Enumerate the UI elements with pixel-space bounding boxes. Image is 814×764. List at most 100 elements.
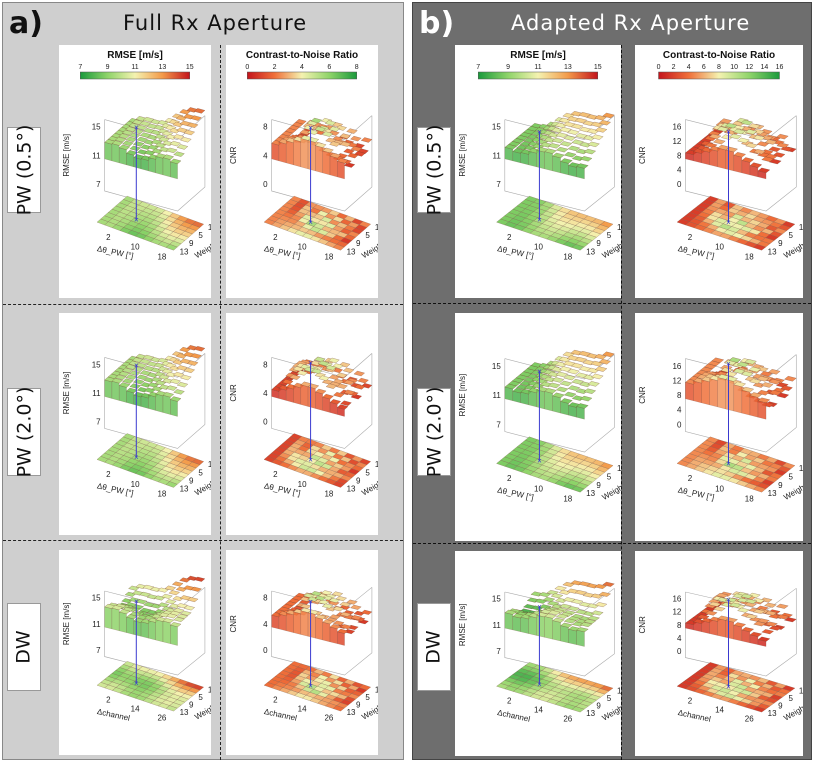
surface-cell bbox=[339, 611, 352, 617]
x-axis-label: Δθ_PW [°] bbox=[96, 481, 134, 497]
surface-cell bbox=[598, 591, 611, 597]
x-tick: 2 bbox=[688, 233, 693, 242]
surface-cell bbox=[736, 361, 750, 368]
surface-cell bbox=[550, 593, 564, 599]
surface-cell bbox=[556, 147, 569, 153]
rmse-plot: RMSE [m/s] 7 9 11 13 15 × × RMSE [m/s] 15 11 7 2 10 18… bbox=[59, 45, 211, 298]
surface-cell bbox=[360, 609, 373, 615]
y-tick: 1 bbox=[375, 223, 378, 232]
surface-cell bbox=[176, 613, 189, 619]
surface-cell bbox=[187, 122, 199, 128]
surface-cell bbox=[776, 603, 789, 609]
y-tick: 1 bbox=[208, 223, 211, 232]
rmse-plot: × × RMSE [m/s] 15 11 7 2 10 18 Δθ_PW [°] 13 9 5 1 Weig… bbox=[59, 313, 211, 535]
z-axis-label: RMSE [m/s] bbox=[62, 372, 71, 415]
colorbar-title: RMSE [m/s] bbox=[510, 50, 566, 61]
x-tick: 18 bbox=[157, 490, 166, 499]
surface-wall bbox=[104, 142, 112, 161]
surface-wall bbox=[701, 150, 710, 165]
row-separator bbox=[413, 303, 811, 304]
surface-cell bbox=[142, 354, 155, 361]
y-tick: 13 bbox=[347, 708, 356, 717]
y-tick: 1 bbox=[208, 460, 211, 469]
y-tick: 9 bbox=[596, 702, 601, 711]
z-axis-label: RMSE [m/s] bbox=[458, 374, 467, 417]
x-tick: 18 bbox=[745, 252, 754, 261]
y-tick: 1 bbox=[799, 223, 803, 232]
z-tick: 0 bbox=[263, 417, 268, 426]
surface-cell bbox=[193, 576, 206, 582]
surface-cell bbox=[332, 606, 344, 612]
y-tick: 5 bbox=[365, 231, 370, 240]
row-label: PW (0.5°) bbox=[417, 125, 451, 215]
surface-cell bbox=[760, 382, 774, 388]
z-tick: 15 bbox=[92, 361, 101, 370]
surface-wall bbox=[148, 157, 156, 174]
surface-wall bbox=[278, 141, 287, 163]
surface-wall bbox=[322, 150, 331, 176]
z-axis-label: RMSE [m/s] bbox=[62, 602, 71, 645]
surface-cell bbox=[350, 146, 362, 152]
floor-cell bbox=[192, 458, 204, 465]
surface-wall bbox=[733, 384, 742, 414]
z-axis-label: CNR bbox=[229, 384, 238, 402]
surface-cell bbox=[748, 366, 762, 373]
colorbar-title: Contrast-to-Noise Ratio bbox=[246, 50, 358, 61]
surface-wall bbox=[170, 399, 178, 417]
floor-heatmap bbox=[496, 195, 614, 251]
surface-wall bbox=[701, 620, 710, 634]
surface-wall bbox=[725, 379, 734, 412]
surface-cell bbox=[720, 367, 734, 373]
surface-cell bbox=[329, 614, 341, 620]
surface-cell bbox=[354, 384, 366, 390]
x-tick: 2 bbox=[106, 233, 111, 242]
surface-cell bbox=[583, 388, 596, 394]
surface-cell bbox=[360, 383, 373, 389]
x-tick: 26 bbox=[324, 714, 333, 723]
surface-wall bbox=[568, 405, 577, 418]
surface-wall bbox=[536, 615, 545, 638]
y-tick: 9 bbox=[356, 701, 361, 710]
surface-cell bbox=[716, 126, 730, 132]
surface-wall bbox=[322, 622, 331, 642]
surface-cell bbox=[768, 369, 781, 375]
cnr-plot: Contrast-to-Noise Ratio 0 2 4 6 8 10 12 14 16 × × CN… bbox=[635, 45, 803, 298]
surface-cell bbox=[759, 597, 773, 603]
surface-cell bbox=[347, 152, 359, 159]
surface-wall bbox=[757, 400, 767, 420]
surface-cell bbox=[161, 593, 173, 599]
surface-cell bbox=[574, 590, 588, 596]
surface-cell bbox=[350, 604, 362, 610]
surface-cell bbox=[579, 622, 593, 627]
surface-cell bbox=[564, 618, 577, 624]
surface bbox=[504, 580, 615, 647]
surface-cell bbox=[165, 599, 177, 605]
z-tick: 0 bbox=[677, 647, 682, 656]
surface-cell bbox=[183, 605, 195, 611]
surface-wall bbox=[286, 140, 294, 166]
surface-wall bbox=[315, 391, 323, 411]
surface-cell bbox=[756, 366, 769, 372]
surface-cell bbox=[357, 377, 369, 384]
surface-cell bbox=[136, 362, 148, 369]
colorbar-tick: 15 bbox=[594, 64, 602, 71]
rmse-plot: × × RMSE [m/s] 15 11 7 2 14 26 Δchannel 13 9 5 1 Weigh… bbox=[59, 550, 211, 755]
z-tick: 7 bbox=[496, 420, 501, 429]
surface-cell bbox=[765, 621, 778, 627]
z-tick: 8 bbox=[677, 151, 682, 160]
surface-cell bbox=[587, 381, 600, 387]
z-tick: 8 bbox=[263, 594, 268, 603]
colorbar-title: Contrast-to-Noise Ratio bbox=[663, 50, 775, 61]
optimum-marker-top: × bbox=[537, 602, 542, 611]
surface-cell bbox=[321, 590, 333, 596]
y-tick: 5 bbox=[198, 693, 203, 702]
surface-cell bbox=[602, 581, 615, 587]
surface-cell bbox=[176, 382, 189, 388]
optimum-marker-top: × bbox=[308, 123, 313, 132]
surface-cell bbox=[136, 374, 148, 380]
surface-wall bbox=[733, 625, 742, 642]
x-tick: 10 bbox=[715, 243, 724, 252]
z-tick: 4 bbox=[263, 151, 268, 160]
x-tick: 10 bbox=[534, 243, 543, 252]
surface-wall bbox=[162, 620, 171, 644]
